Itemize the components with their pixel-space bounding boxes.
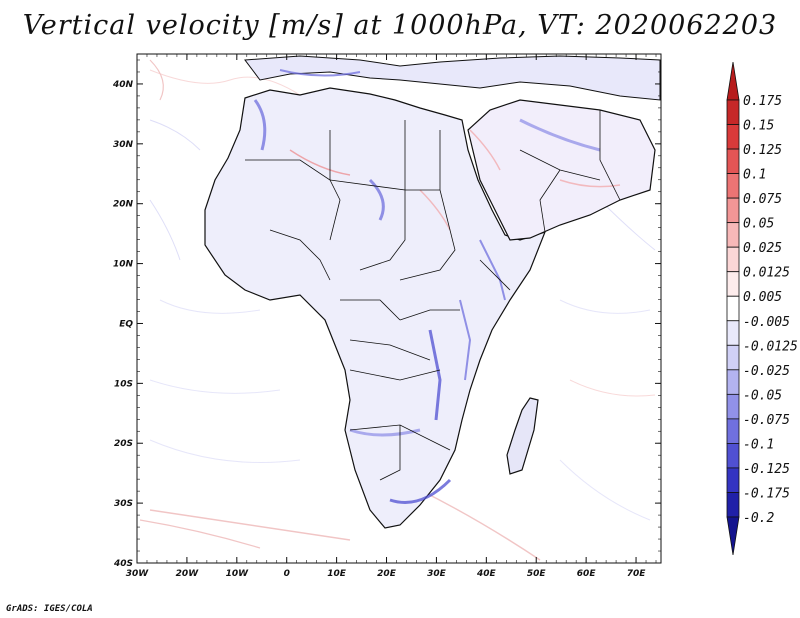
colorbar-label: 0.1 bbox=[743, 168, 766, 183]
x-tick-label: 10W bbox=[226, 569, 250, 579]
colorbar-label: -0.05 bbox=[743, 388, 782, 403]
ocean-noise bbox=[139, 59, 656, 561]
upward-motion-features bbox=[289, 129, 621, 231]
colorbar-label: -0.0125 bbox=[743, 339, 798, 354]
colorbar-box bbox=[726, 271, 740, 297]
y-tick-label: 10N bbox=[113, 260, 134, 270]
colorbar-label: -0.025 bbox=[743, 364, 790, 379]
colorbar-bottom-arrow bbox=[726, 516, 740, 556]
credit-text: GrADS: IGES/COLA bbox=[6, 604, 93, 614]
x-tick-label: 70E bbox=[627, 569, 647, 579]
colorbar-box bbox=[726, 197, 740, 224]
y-tick-label: 20N bbox=[113, 200, 134, 210]
colorbar-box bbox=[726, 418, 740, 444]
colorbar-label: -0.2 bbox=[743, 511, 774, 526]
colorbar-box bbox=[726, 222, 740, 248]
y-tick-label: 30N bbox=[113, 140, 134, 150]
page-title: Vertical velocity [m/s] at 1000hPa, VT: … bbox=[22, 10, 778, 41]
x-tick-label: 50E bbox=[527, 569, 547, 579]
colorbar-box bbox=[726, 369, 740, 395]
x-tick-label: 20W bbox=[176, 569, 200, 579]
colorbar-label: -0.075 bbox=[743, 413, 790, 428]
x-tick-label: 10E bbox=[327, 569, 347, 579]
colorbar-label: 0.0125 bbox=[743, 266, 790, 281]
colorbar-box bbox=[726, 320, 740, 346]
colorbar-box bbox=[726, 99, 740, 125]
x-tick-label: 0 bbox=[284, 569, 290, 579]
colorbar-label: 0.175 bbox=[743, 94, 782, 109]
colorbar-box bbox=[726, 492, 740, 518]
x-tick-label: 20E bbox=[377, 569, 397, 579]
x-tick-label: 30W bbox=[126, 569, 150, 579]
downward-motion-features bbox=[253, 69, 601, 504]
colorbar-label: 0.005 bbox=[743, 290, 782, 305]
colorbar-label: 0.05 bbox=[743, 217, 774, 232]
colorbar-label: -0.005 bbox=[743, 315, 790, 330]
colorbar-box bbox=[726, 148, 740, 174]
y-tick-label: 40N bbox=[112, 80, 134, 90]
africa-landmass bbox=[204, 87, 547, 529]
colorbar-label: 0.025 bbox=[743, 241, 782, 256]
colorbar: 0.175 0.15 0.125 0.1 0.075 0.05 0.025 0.0125 0.0… bbox=[726, 61, 798, 556]
colorbar-box bbox=[726, 173, 740, 199]
colorbar-box bbox=[726, 295, 740, 322]
colorbar-label: -0.175 bbox=[743, 486, 790, 501]
colorbar-top-arrow bbox=[726, 61, 740, 101]
x-tick-label: 30E bbox=[427, 569, 447, 579]
colorbar-label: -0.125 bbox=[743, 462, 790, 477]
colorbar-label: 0.125 bbox=[743, 143, 782, 158]
colorbar-box bbox=[726, 467, 740, 493]
latitude-axis: 40S 30S 20S 10S EQ 10N 20N 30N 40N bbox=[112, 59, 661, 569]
colorbar-label: 0.15 bbox=[743, 119, 774, 134]
colorbar-label: -0.1 bbox=[743, 437, 774, 452]
x-tick-label: 40E bbox=[476, 569, 497, 579]
y-tick-label: EQ bbox=[119, 319, 133, 329]
y-tick-label: 20S bbox=[114, 439, 133, 449]
x-tick-label: 60E bbox=[577, 569, 597, 579]
map-frame bbox=[136, 53, 662, 564]
madagascar-landmass bbox=[506, 397, 539, 475]
colorbar-box bbox=[726, 344, 740, 371]
country-borders bbox=[245, 110, 621, 481]
colorbar-label: 0.075 bbox=[743, 192, 782, 207]
colorbar-box bbox=[726, 443, 740, 469]
y-tick-label: 30S bbox=[114, 499, 133, 509]
y-tick-label: 40S bbox=[113, 559, 133, 569]
map-panel bbox=[137, 54, 661, 563]
colorbar-box bbox=[726, 246, 740, 273]
colorbar-box bbox=[726, 124, 740, 150]
colorbar-box bbox=[726, 393, 740, 420]
y-tick-label: 10S bbox=[114, 379, 133, 389]
longitude-axis: 30W 20W 10W 0 10E 20E 30E 40E 50E 60E 70E bbox=[126, 54, 657, 579]
